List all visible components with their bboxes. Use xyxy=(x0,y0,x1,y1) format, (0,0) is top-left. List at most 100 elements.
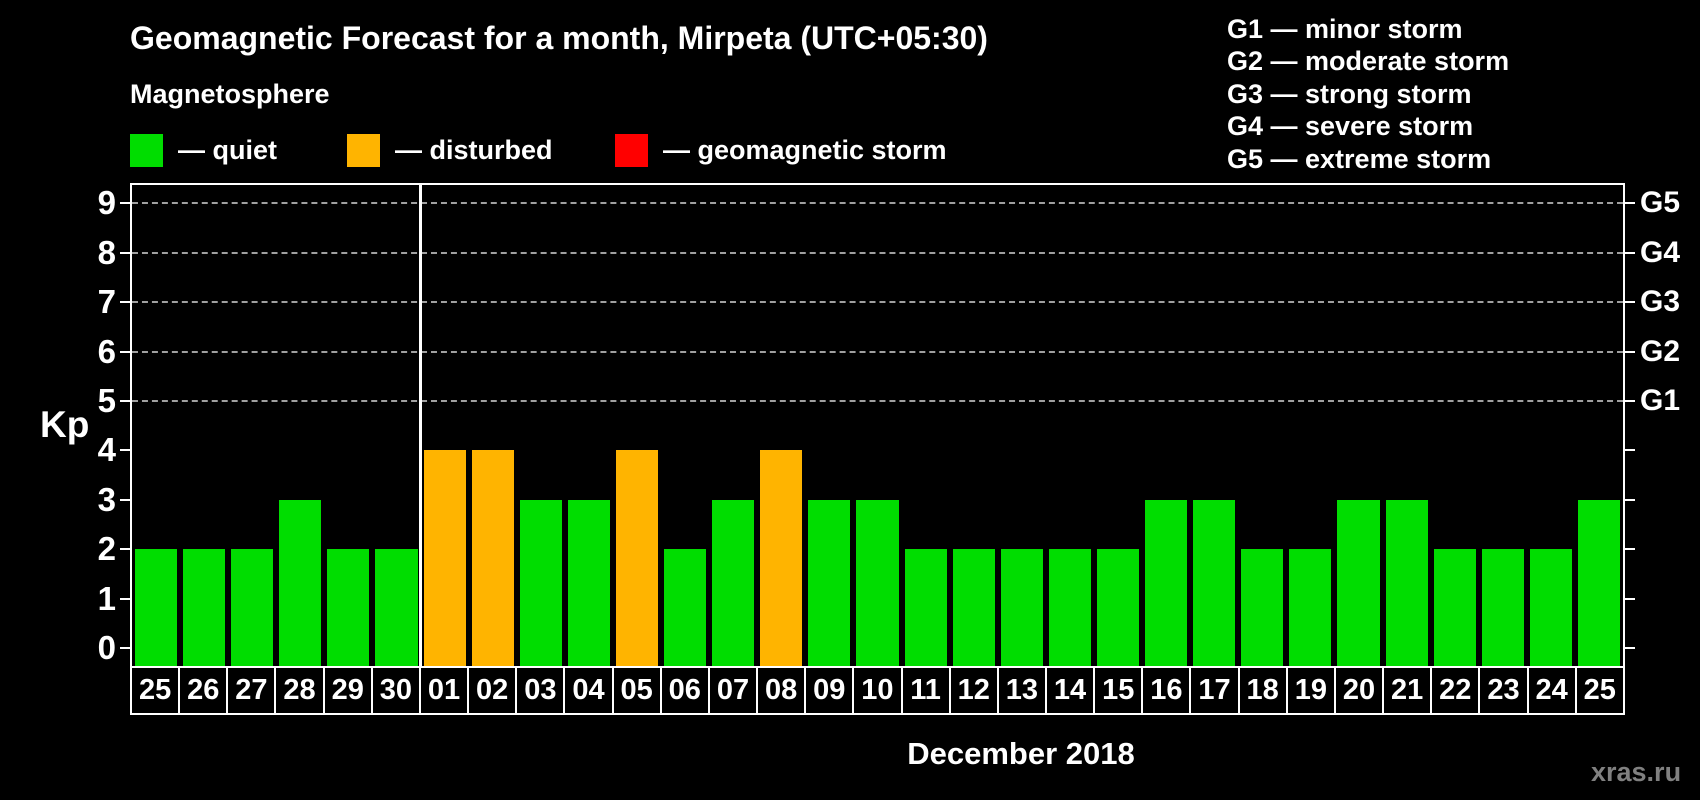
day-label: 17 xyxy=(1189,668,1237,713)
kp-bar-day-11 xyxy=(904,549,947,666)
gridline-kp6 xyxy=(132,350,1623,353)
right-axis-label-g3: G3 xyxy=(1640,285,1681,319)
kp-bar-day-30 xyxy=(375,549,418,666)
y-tick-mark-left xyxy=(120,498,130,501)
kp-bar-day-25 xyxy=(1577,499,1620,666)
g-scale-legend-line-g4: G4 — severe storm xyxy=(1227,111,1474,142)
plot-area xyxy=(130,183,1625,668)
day-label: 16 xyxy=(1141,668,1189,713)
kp-bar-day-20 xyxy=(1337,499,1380,666)
day-label: 29 xyxy=(322,668,371,713)
day-label: 12 xyxy=(948,668,997,713)
kp-bar-day-28 xyxy=(279,499,322,666)
kp-bar-day-15 xyxy=(1096,549,1140,666)
storm-swatch-icon xyxy=(615,134,648,167)
y-tick-mark-right xyxy=(1625,498,1635,501)
day-label: 25 xyxy=(1574,668,1623,713)
y-tick-mark-right xyxy=(1625,597,1635,600)
y-tick-label-2: 2 xyxy=(97,530,116,568)
y-tick-label-5: 5 xyxy=(97,382,116,419)
day-label: 25 xyxy=(138,674,172,706)
kp-bar-day-19 xyxy=(1289,549,1332,666)
y-tick-mark-left xyxy=(120,449,130,452)
y-axis-title: Kp xyxy=(40,404,90,445)
y-tick-mark-right xyxy=(1625,350,1635,353)
legend-item-disturbed: — disturbed xyxy=(347,134,553,167)
x-axis-day-labels: 25 26 27 28 29 30 01 02 03 04 05 06 07 08 09 10 11 12 13 14… xyxy=(130,668,1625,715)
gridline-kp8 xyxy=(132,251,1623,254)
day-label: 10 xyxy=(852,668,900,713)
kp-bar-day-02 xyxy=(471,450,514,666)
kp-bar-day-14 xyxy=(1048,549,1091,666)
month-separator-line xyxy=(419,185,423,666)
day-label: 04 xyxy=(563,668,611,713)
day-label: 13 xyxy=(996,668,1045,713)
day-label: 27 xyxy=(226,668,274,713)
kp-bar-day-22 xyxy=(1433,549,1476,666)
kp-bar-day-13 xyxy=(1000,549,1043,666)
page-title: Geomagnetic Forecast for a month, Mirpet… xyxy=(130,20,988,56)
y-tick-mark-left xyxy=(120,400,130,402)
y-tick-mark-left xyxy=(120,647,130,649)
x-axis-month-label: December 2018 xyxy=(907,736,1135,771)
y-tick-label-7: 7 xyxy=(97,283,116,321)
kp-bar-day-17 xyxy=(1193,499,1236,666)
legend-label-disturbed: — disturbed xyxy=(395,135,553,165)
y-tick-mark-left xyxy=(120,202,130,205)
y-tick-mark-left xyxy=(120,597,130,600)
y-tick-label-4: 4 xyxy=(97,431,116,469)
day-label: 14 xyxy=(1044,668,1093,713)
y-tick-mark-left xyxy=(120,350,130,353)
y-tick-mark-right xyxy=(1625,202,1635,205)
kp-bar-day-05 xyxy=(615,450,659,666)
y-tick-mark-right xyxy=(1625,251,1635,254)
day-label: 06 xyxy=(659,668,708,713)
kp-bar-day-16 xyxy=(1145,499,1188,666)
watermark: xras.ru xyxy=(1591,757,1682,787)
kp-bar-day-27 xyxy=(231,549,274,666)
y-tick-mark-right xyxy=(1625,647,1635,649)
y-tick-mark-left xyxy=(120,548,130,551)
kp-bar-day-23 xyxy=(1481,549,1524,666)
kp-bar-day-12 xyxy=(952,549,995,666)
day-label: 23 xyxy=(1478,668,1526,713)
day-label: 08 xyxy=(756,668,804,713)
kp-bar-day-18 xyxy=(1241,549,1284,666)
day-label: 01 xyxy=(418,668,467,713)
y-tick-mark-right xyxy=(1625,301,1635,304)
gridline-kp9 xyxy=(132,202,1623,205)
kp-bar-day-10 xyxy=(856,499,899,666)
right-axis-label-g4: G4 xyxy=(1640,235,1681,269)
g-scale-legend-line-g3: G3 — strong storm xyxy=(1227,78,1472,109)
day-label: 24 xyxy=(1526,668,1575,713)
day-label: 02 xyxy=(467,668,515,713)
y-tick-mark-right xyxy=(1625,548,1635,551)
day-label: 09 xyxy=(804,668,852,713)
day-label: 30 xyxy=(370,668,419,713)
y-tick-label-6: 6 xyxy=(97,332,116,370)
kp-bar-day-07 xyxy=(712,499,755,666)
y-tick-label-0: 0 xyxy=(97,629,116,666)
right-axis-label-g5: G5 xyxy=(1640,186,1681,220)
y-tick-label-3: 3 xyxy=(97,480,116,518)
y-tick-mark-right xyxy=(1625,449,1635,452)
y-tick-mark-right xyxy=(1625,400,1635,402)
right-axis-label-g2: G2 xyxy=(1640,334,1681,368)
day-label: 28 xyxy=(274,668,322,713)
legend-label-storm: — geomagnetic storm xyxy=(663,135,947,165)
g-scale-legend-line-g5: G5 — extreme storm xyxy=(1227,143,1492,174)
kp-bar-day-09 xyxy=(808,499,851,666)
y-tick-label-1: 1 xyxy=(97,579,116,617)
day-label: 22 xyxy=(1430,668,1478,713)
day-label: 20 xyxy=(1333,668,1382,713)
day-label: 05 xyxy=(611,668,660,713)
y-tick-mark-left xyxy=(120,301,130,304)
kp-bar-day-26 xyxy=(183,549,226,666)
right-axis-label-g1: G1 xyxy=(1640,384,1681,417)
kp-bar-day-08 xyxy=(760,450,803,666)
kp-bar-day-29 xyxy=(327,549,370,666)
kp-bar-day-01 xyxy=(423,450,466,666)
kp-bar-day-25 xyxy=(135,549,178,666)
kp-bar-day-21 xyxy=(1385,499,1428,666)
